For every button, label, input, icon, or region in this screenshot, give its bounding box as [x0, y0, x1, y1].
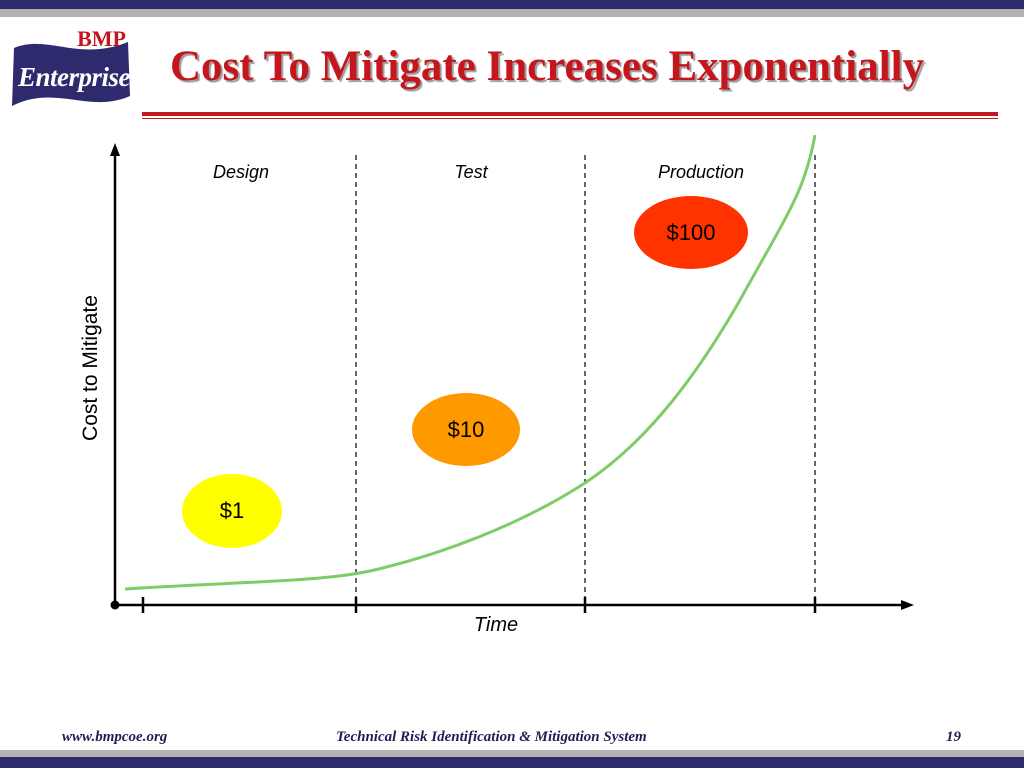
x-axis-arrowhead	[901, 600, 914, 610]
x-axis-label: Time	[473, 614, 519, 636]
logo-enterprise-text: Enterprise	[18, 62, 131, 92]
phase-label-production: Production	[657, 162, 745, 182]
top-gray-stripe	[0, 9, 1024, 17]
phase-label-design: Design	[212, 162, 270, 182]
bottom-gray-stripe	[0, 750, 1024, 757]
cost-bubble-test: $10	[412, 393, 520, 466]
footer-system-name: Technical Risk Identification & Mitigati…	[336, 729, 647, 745]
title-underline-thin	[142, 118, 998, 119]
bmp-enterprise-logo: BMP Enterprise	[8, 22, 134, 112]
bottom-banner-stripe	[0, 757, 1024, 768]
cost-curve	[124, 134, 817, 591]
cost-bubble-production: $100	[634, 196, 748, 269]
top-banner-stripe	[0, 0, 1024, 9]
footer-website: www.bmpcoe.org	[62, 729, 168, 745]
footer-page-number: 19	[946, 729, 961, 745]
cost-bubble-design: $1	[182, 474, 282, 548]
logo-bmp-text: BMP	[77, 26, 126, 51]
axis-origin-dot	[110, 600, 120, 610]
y-axis-arrowhead	[110, 143, 120, 156]
phase-label-test: Test	[454, 162, 488, 182]
slide-title: Cost To Mitigate Increases Exponentially	[170, 43, 925, 90]
logo-flag-shape	[12, 42, 130, 106]
y-axis-label: Cost to Mitigate	[79, 295, 102, 441]
title-underline	[142, 112, 998, 116]
